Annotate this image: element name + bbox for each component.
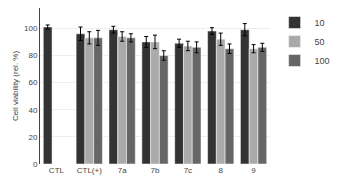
- svg-text:7c: 7c: [184, 166, 192, 175]
- svg-text:80: 80: [28, 51, 37, 60]
- svg-text:40: 40: [28, 106, 37, 115]
- svg-text:100: 100: [315, 56, 330, 66]
- svg-text:60: 60: [28, 78, 37, 87]
- svg-text:0: 0: [33, 160, 38, 169]
- svg-text:20: 20: [28, 133, 37, 142]
- svg-text:CTL(+): CTL(+): [77, 166, 102, 175]
- svg-text:10: 10: [315, 18, 325, 28]
- svg-text:8: 8: [218, 166, 223, 175]
- svg-text:CTL: CTL: [49, 166, 65, 175]
- svg-text:50: 50: [315, 37, 325, 47]
- svg-text:Cell viability (rel. %): Cell viability (rel. %): [11, 51, 20, 122]
- svg-text:7a: 7a: [118, 166, 127, 175]
- svg-text:9: 9: [251, 166, 256, 175]
- svg-text:100: 100: [24, 24, 38, 33]
- svg-text:7b: 7b: [151, 166, 160, 175]
